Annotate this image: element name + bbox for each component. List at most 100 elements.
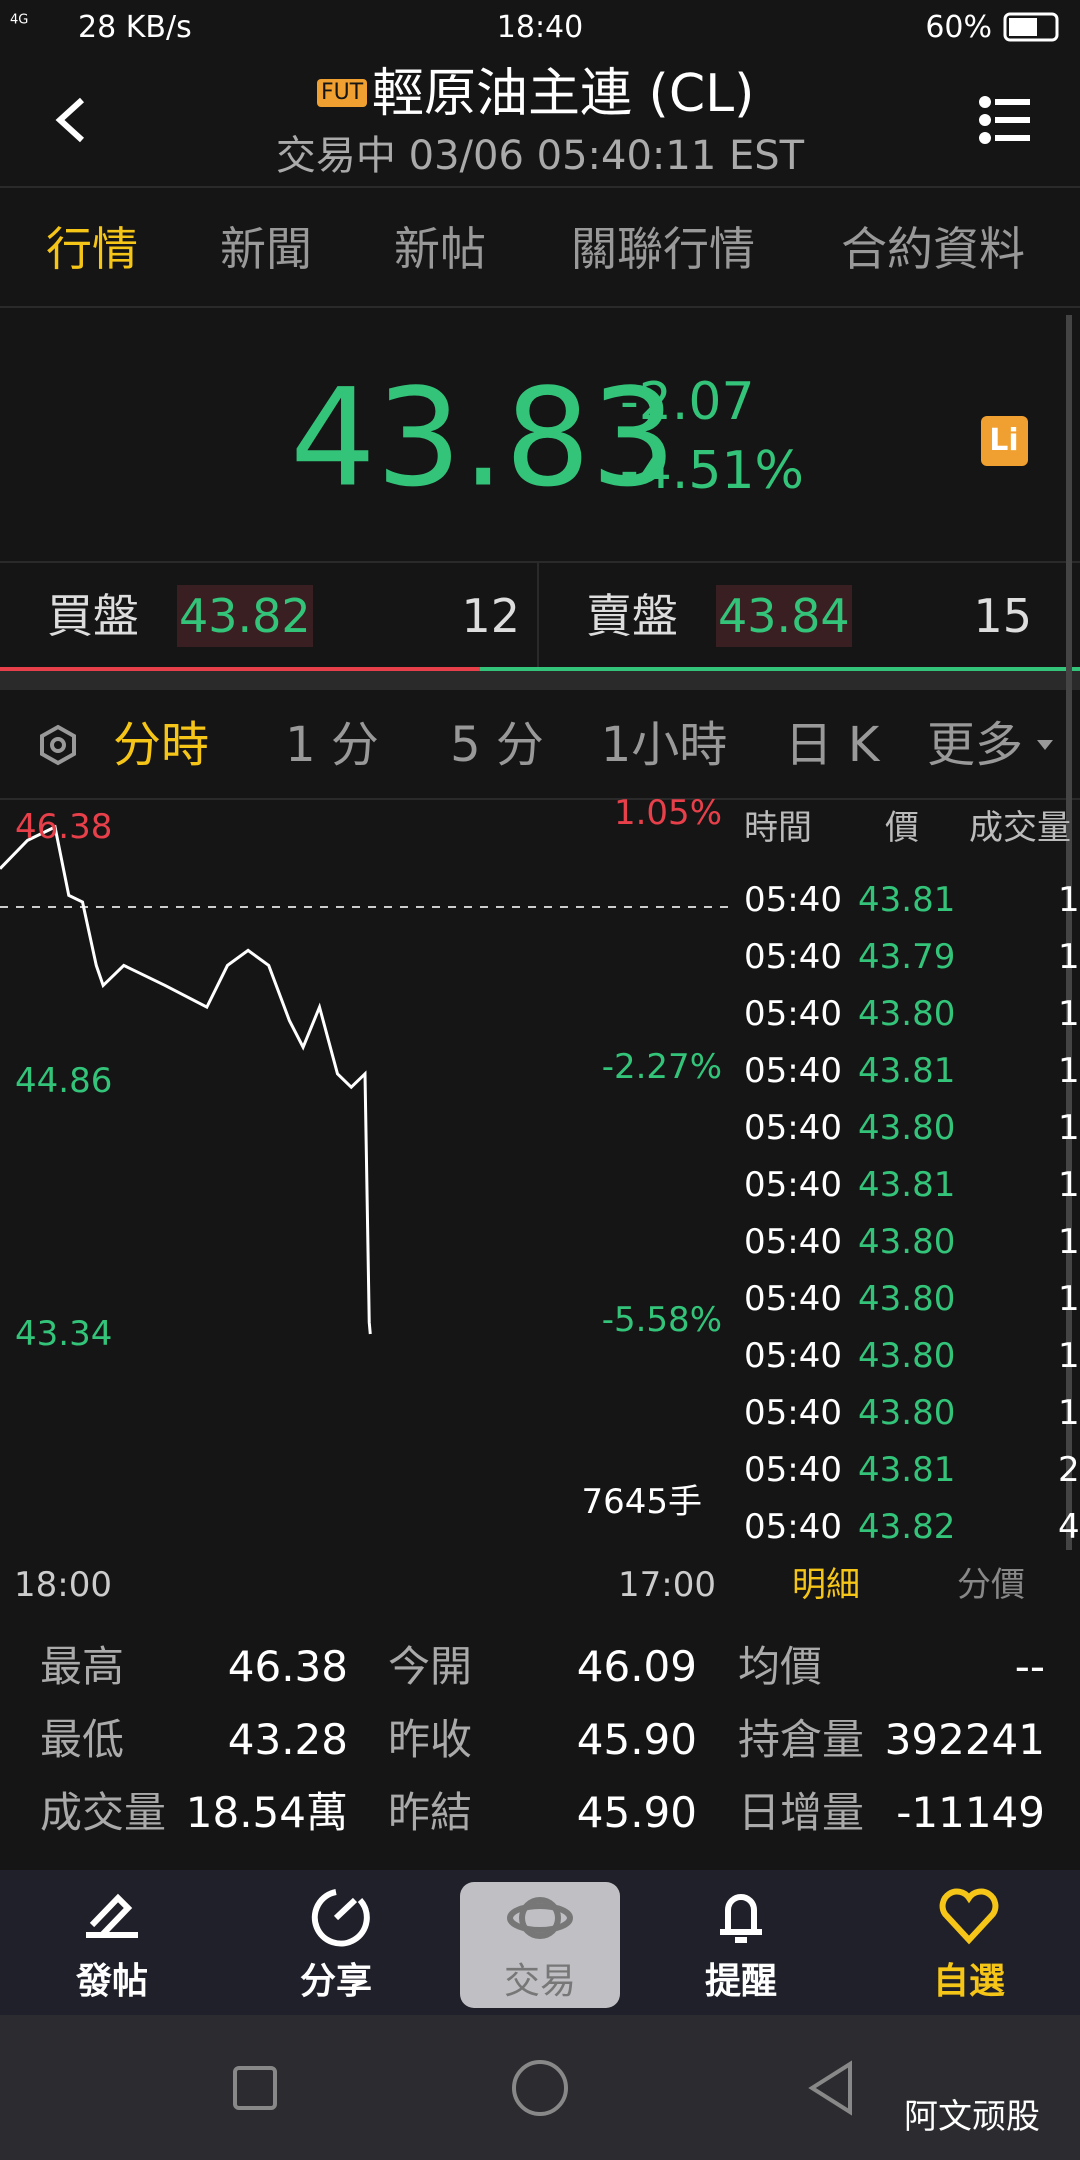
trade-time: 05:40 <box>744 937 842 977</box>
interval-tab[interactable]: 1小時 <box>600 717 728 773</box>
stat-value: -- <box>1014 1642 1045 1691</box>
trade-time: 05:40 <box>744 994 842 1034</box>
trade-price: 43.81 <box>858 880 956 920</box>
trade-price: 43.80 <box>858 1336 956 1376</box>
battery-level <box>1009 18 1037 36</box>
stat-value: -11149 <box>896 1788 1045 1837</box>
trade-time: 05:40 <box>744 1051 842 1091</box>
badge: FUT <box>317 79 368 107</box>
trade-price: 43.81 <box>858 1450 956 1490</box>
battery: 60% <box>925 10 992 45</box>
stat-value: 18.54萬 <box>185 1788 348 1837</box>
trade-price: 43.80 <box>858 994 956 1034</box>
ask-size: 15 <box>973 589 1032 643</box>
stat-value: 46.09 <box>576 1642 697 1691</box>
y-tick-label: 44.86 <box>15 1060 113 1101</box>
toolbar-item[interactable]: 發帖 <box>75 1961 149 2002</box>
trade-time: 05:40 <box>744 1450 842 1490</box>
price: 43.83 <box>290 359 677 517</box>
stat-value: 392241 <box>884 1715 1045 1764</box>
time: 18:40 <box>496 10 584 45</box>
speed: 28 KB/s <box>78 10 192 45</box>
stat-label: 持倉量 <box>738 1715 865 1764</box>
trade-volume: 1 <box>1058 1222 1080 1262</box>
stat-value: 45.90 <box>576 1715 697 1764</box>
y-tick-label: 43.34 <box>15 1314 113 1354</box>
change: -2.07 <box>620 372 755 432</box>
trade-volume: 1 <box>1058 880 1080 920</box>
bid-price: 43.82 <box>177 585 313 647</box>
interval-tab[interactable]: 日 K <box>784 717 880 773</box>
trade-volume: 2 <box>1058 1450 1080 1490</box>
toolbar-item[interactable]: 交易 <box>503 1961 577 2002</box>
interval-tab[interactable]: 1 分 <box>285 717 379 773</box>
tab[interactable]: 新帖 <box>394 222 486 276</box>
change-pct: -4.51% <box>620 441 804 501</box>
trade-time: 05:40 <box>744 880 842 920</box>
pct-label: -5.58% <box>601 1300 722 1340</box>
stat-value: 45.90 <box>576 1788 697 1837</box>
stat-label: 成交量 <box>40 1788 167 1837</box>
band <box>0 671 1080 690</box>
nav-icons[interactable] <box>233 2060 852 2116</box>
ask-price: 43.84 <box>716 585 852 647</box>
stat-value: 46.38 <box>227 1642 348 1691</box>
trade-volume: 1 <box>1058 1279 1080 1319</box>
li-icon[interactable] <box>981 416 1028 466</box>
trade-price: 43.81 <box>858 1051 956 1091</box>
tab[interactable]: 關聯行情 <box>571 222 755 276</box>
trade-volume: 1 <box>1058 1165 1080 1205</box>
toolbar-item[interactable]: 分享 <box>299 1961 373 2002</box>
bid-bar <box>0 667 480 671</box>
toolbar-icons <box>86 1888 999 1947</box>
watermark: 阿文顽股 <box>904 2097 1040 2137</box>
trade-volume: 1 <box>1058 1108 1080 1148</box>
trade-time: 05:40 <box>744 1165 842 1205</box>
settings-icon[interactable] <box>40 724 76 766</box>
x-tick-label: 17:00 <box>618 1565 716 1605</box>
trade-time: 05:40 <box>744 1222 842 1262</box>
tab[interactable]: 行情 <box>46 222 138 276</box>
toolbar-item[interactable]: 提醒 <box>704 1961 778 2002</box>
trade-header: 成交量 <box>969 808 1071 848</box>
network: 4G <box>10 12 29 28</box>
trade-volume: 1 <box>1058 1393 1080 1433</box>
trade-volume: 1 <box>1058 1336 1080 1376</box>
interval-tab[interactable]: 5 分 <box>450 717 544 773</box>
settings-icon <box>50 737 66 753</box>
trade-time: 05:40 <box>744 1507 842 1547</box>
x-tick-label: 18:00 <box>14 1565 112 1605</box>
dropdown-icon <box>1037 740 1053 750</box>
tab[interactable]: 合約資料 <box>841 222 1025 276</box>
price-line <box>0 824 372 1335</box>
bid-label: 買盤 <box>47 589 139 643</box>
trade-price: 43.80 <box>858 1222 956 1262</box>
stat-label: 昨結 <box>388 1788 473 1837</box>
trade-header: 時間 <box>744 808 812 848</box>
trade-header: 價 <box>885 808 919 848</box>
menu-icon[interactable] <box>979 96 1030 144</box>
interval-tab[interactable]: 分時 <box>113 717 210 773</box>
trade-volume: 1 <box>1058 1051 1080 1091</box>
stat-label: 均價 <box>738 1642 823 1691</box>
toolbar-item[interactable]: 自選 <box>932 1961 1006 2002</box>
trade-time: 05:40 <box>744 1108 842 1148</box>
trade-time: 05:40 <box>744 1336 842 1376</box>
trade-time: 05:40 <box>744 1279 842 1319</box>
trade-tab[interactable]: 明細 <box>792 1565 860 1605</box>
trade-volume: 1 <box>1058 937 1080 977</box>
tab[interactable]: 新聞 <box>220 222 312 276</box>
subtitle: 交易中 03/06 05:40:11 EST <box>275 133 805 179</box>
interval-tab[interactable]: 更多 <box>926 717 1024 773</box>
trade-price: 43.80 <box>858 1279 956 1319</box>
trade-button[interactable] <box>460 1882 620 2008</box>
trade-price: 43.81 <box>858 1165 956 1205</box>
trade-price: 43.82 <box>858 1507 956 1547</box>
ask-label: 賣盤 <box>586 589 678 643</box>
back-icon[interactable] <box>55 97 85 143</box>
y-tick-label: 46.38 <box>15 807 113 847</box>
stat-value: 43.28 <box>227 1715 348 1764</box>
trade-tab[interactable]: 分價 <box>957 1565 1025 1605</box>
scrollbar <box>1066 315 1072 1550</box>
